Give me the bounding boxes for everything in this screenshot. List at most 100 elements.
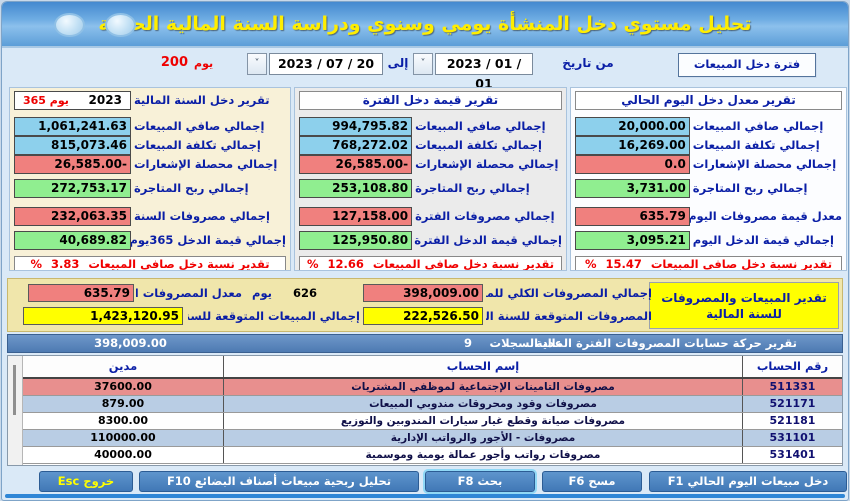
percent-sign: % bbox=[306, 257, 319, 271]
ratio-value: 12.66 bbox=[327, 257, 364, 271]
exit-button[interactable]: خروج Esc bbox=[39, 471, 133, 492]
title-bar: تحليل مستوي دخل المنشأة يومي وسنوي ودراس… bbox=[2, 2, 848, 48]
income-row: إجمالي مصروفات الفترة 127,158.00 bbox=[299, 207, 562, 226]
row-value: 127,158.00 bbox=[299, 207, 413, 226]
expenses-grid-caption-bar: تقرير حركة حسابات المصروفات الفترة المال… bbox=[7, 334, 843, 353]
estimation-title-line1: تقدير المبيعات والمصروفات bbox=[661, 290, 827, 305]
panel-title: تقرير قيمة دخل الفترة bbox=[299, 91, 562, 110]
income-row: إجمالي تكلفة المبيعات 768,272.02 bbox=[299, 136, 562, 155]
period-days-number: 200 bbox=[160, 55, 189, 70]
to-date-dropdown-icon[interactable]: ˅ bbox=[247, 53, 267, 75]
row-value: 20,000.00 bbox=[575, 117, 690, 136]
table-row[interactable]: 531401 مصروفات رواتب وأجور عمالة يومية و… bbox=[23, 447, 842, 464]
window-control-icon[interactable] bbox=[54, 13, 85, 37]
row-label: إجمالي محصلة الإشعارات bbox=[692, 157, 837, 171]
ratio-value: 15.47 bbox=[605, 257, 642, 271]
row-value: 253,108.80 bbox=[299, 179, 413, 198]
elapsed-days-value: 626 bbox=[292, 286, 317, 300]
window-control-icon[interactable] bbox=[105, 13, 136, 37]
row-value: 232,063.35 bbox=[14, 207, 131, 226]
item-sales-profit-analysis-button[interactable]: تحليل ربحية مبيعات أصناف البضائع F10 bbox=[139, 471, 419, 492]
row-label: إجمالي محصلة الإشعارات bbox=[133, 157, 278, 171]
income-row: إجمالي صافي المبيعات 1,061,241.63 bbox=[14, 117, 286, 136]
clear-button[interactable]: مسح F6 bbox=[542, 471, 642, 492]
cell-debit: 110000.00 bbox=[90, 431, 156, 444]
search-button[interactable]: بحث F8 bbox=[423, 469, 537, 494]
expenses-grid: رقم الحساب إسم الحساب مدين 511331 مصروفا… bbox=[23, 356, 842, 465]
cell-account-name: مصروفات وقود ومحروقات مندوبي المبيعات bbox=[223, 396, 742, 412]
income-row: إجمالي تكلفة المبيعات 16,269.00 bbox=[575, 136, 842, 155]
income-row: إجمالي ربح المتاجرة 3,731.00 bbox=[575, 179, 842, 198]
today-sales-income-button[interactable]: دخل مبيعات اليوم الحالي F1 bbox=[649, 471, 847, 492]
filter-bar: فترة دخل المبيعات من تاريخ 2023 / 01 / 0… bbox=[2, 46, 848, 91]
from-date-label: من تاريخ bbox=[562, 56, 614, 70]
cell-debit: 879.00 bbox=[101, 397, 145, 410]
cell-account-name: مصروفات صيانة وقطع غيار سيارات المندوبين… bbox=[223, 413, 742, 429]
income-row: إجمالي ربح المتاجرة 253,108.80 bbox=[299, 179, 562, 198]
year-days: 365 يوم bbox=[23, 94, 69, 107]
records-count-value: 9 bbox=[463, 336, 472, 350]
income-row: إجمالي قيمة الدخل 365يوم 40,689.82 bbox=[14, 231, 286, 250]
cell-account-name: مصروفات رواتب وأجور عمالة يومية وموسمية bbox=[223, 447, 742, 463]
cell-account-name: مصروفات التامينات الإجتماعية لموظفي المش… bbox=[223, 379, 742, 395]
panel-period-income: تقرير قيمة دخل الفترة إجمالي صافي المبيع… bbox=[294, 87, 567, 271]
row-label: إجمالي صافي المبيعات bbox=[133, 119, 265, 133]
row-value: 635.79 bbox=[575, 207, 690, 226]
row-label: إجمالي قيمة الدخل 365يوم bbox=[130, 233, 286, 247]
row-label: إجمالي قيمة الدخل الفترة bbox=[414, 233, 562, 247]
row-value: 26,585.00- bbox=[299, 155, 413, 174]
expected-expenses-value: 222,526.50 bbox=[363, 307, 483, 325]
expected-expenses-label: المصروفات المتوقعة للسنة المالية bbox=[486, 309, 652, 323]
from-date-dropdown-icon[interactable]: ˅ bbox=[413, 53, 433, 75]
row-value: 994,795.82 bbox=[299, 117, 413, 136]
income-row: إجمالي مصروفات السنة 232,063.35 bbox=[14, 207, 286, 226]
ratio-value: 3.83 bbox=[50, 257, 80, 271]
grid-total-value: 398,009.00 bbox=[94, 336, 167, 350]
scrollbar-thumb[interactable] bbox=[13, 365, 16, 415]
row-label: إجمالي ربح المتاجرة bbox=[692, 181, 808, 195]
row-label: إجمالي مصروفات الفترة bbox=[415, 209, 555, 223]
table-header-row: رقم الحساب إسم الحساب مدين bbox=[23, 356, 842, 379]
sales-income-period-button[interactable]: فترة دخل المبيعات bbox=[678, 53, 816, 77]
table-row[interactable]: 531101 مصروفات - الأجور والرواتب الإداري… bbox=[23, 430, 842, 447]
cell-account-no: 531101 bbox=[742, 430, 842, 446]
ratio-label: تقدير نسبة دخل صافي المبيعات bbox=[372, 257, 555, 271]
row-value: 272,753.17 bbox=[14, 179, 131, 198]
bottom-button-bar: دخل مبيعات اليوم الحالي F1 مسح F6 بحث F8… bbox=[7, 469, 847, 494]
row-label: إجمالي مصروفات السنة bbox=[133, 209, 270, 223]
net-sales-income-ratio: تقدير نسبة دخل صافي المبيعات 15.47 % bbox=[575, 256, 842, 271]
income-row: إجمالي قيمة الدخل الفترة 125,950.80 bbox=[299, 231, 562, 250]
estimation-title-line2: للسنة المالية bbox=[706, 306, 782, 321]
cell-debit: 37600.00 bbox=[94, 380, 152, 393]
ratio-label: تقدير نسبة دخل صافي المبيعات bbox=[88, 257, 270, 271]
table-row[interactable]: 521171 مصروفات وقود ومحروقات مندوبي المب… bbox=[23, 396, 842, 413]
income-row: إجمالي صافي المبيعات 20,000.00 bbox=[575, 117, 842, 136]
cell-account-no: 511331 bbox=[742, 379, 842, 395]
year-header-row: تقرير دخل السنة المالية 365 يوم 2023 bbox=[14, 91, 286, 110]
window-bottom-frame bbox=[5, 494, 845, 498]
row-label: إجمالي ربح المتاجرة bbox=[415, 181, 530, 195]
net-sales-income-ratio: تقدير نسبة دخل صافي المبيعات 12.66 % bbox=[299, 256, 562, 271]
daily-expense-rate-label: معدل المصروفات اليومي bbox=[136, 286, 242, 300]
row-value: 3,095.21 bbox=[575, 231, 690, 250]
row-value: 768,272.02 bbox=[299, 136, 413, 155]
row-value: 0.0 bbox=[575, 155, 690, 174]
elapsed-days-word: يوم bbox=[252, 286, 272, 300]
from-date-field[interactable]: 2023 / 01 / 01 bbox=[435, 53, 533, 91]
cell-account-name: مصروفات - الأجور والرواتب الإدارية bbox=[223, 430, 742, 446]
to-date-field[interactable]: 2023 / 07 / 20 bbox=[269, 53, 383, 75]
cell-account-no: 521171 bbox=[742, 396, 842, 412]
row-label: إجمالي صافي المبيعات bbox=[415, 119, 546, 133]
expenses-table: رقم الحساب إسم الحساب مدين 511331 مصروفا… bbox=[7, 355, 843, 466]
table-row[interactable]: 521181 مصروفات صيانة وقطع غيار سيارات ال… bbox=[23, 413, 842, 430]
net-sales-income-ratio: تقدير نسبة دخل صافي المبيعات 3.83 % bbox=[14, 256, 286, 271]
income-row: إجمالي محصلة الإشعارات 0.0 bbox=[575, 155, 842, 174]
year-value-box: 365 يوم 2023 bbox=[14, 91, 131, 110]
cell-debit: 40000.00 bbox=[94, 448, 152, 461]
header-account-name: إسم الحساب bbox=[223, 356, 742, 377]
table-scrollbar[interactable] bbox=[8, 356, 23, 465]
header-debit: مدين bbox=[108, 359, 138, 373]
table-row-selected[interactable]: 511331 مصروفات التامينات الإجتماعية لموظ… bbox=[23, 379, 842, 396]
income-row: معدل قيمة مصروفات اليوم 635.79 bbox=[575, 207, 842, 226]
estimation-band: تقدير المبيعات والمصروفات للسنة المالية … bbox=[7, 278, 843, 332]
